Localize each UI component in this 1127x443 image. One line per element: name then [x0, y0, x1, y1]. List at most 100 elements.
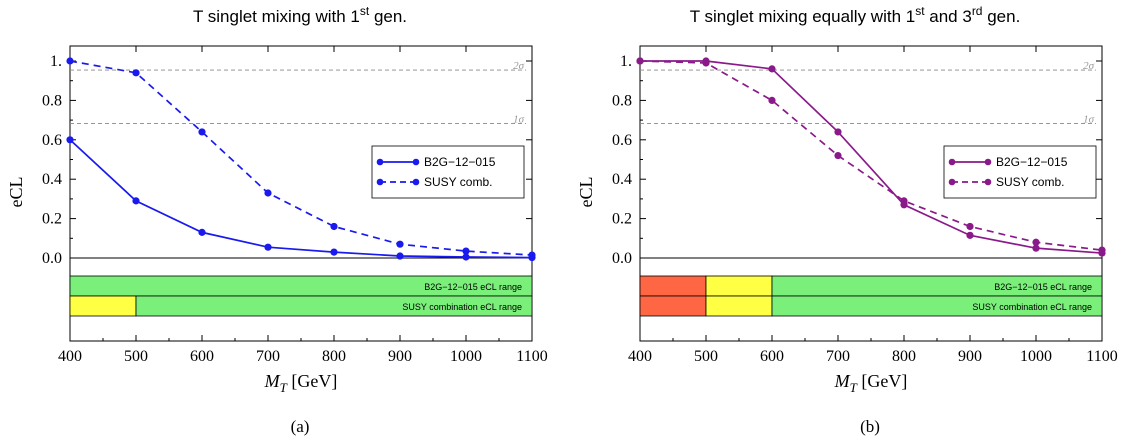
- y-tick-label: 0.0: [612, 250, 632, 267]
- data-point: [66, 57, 74, 65]
- sigma-label: 1σ: [1083, 113, 1095, 125]
- data-point: [768, 65, 776, 73]
- x-tick-label: 600: [760, 348, 784, 365]
- data-point: [966, 231, 974, 239]
- data-point: [528, 251, 536, 259]
- series-line-susy: [69, 60, 533, 256]
- sigma-label: 2σ: [1083, 60, 1095, 72]
- x-tick-label: 500: [124, 348, 148, 365]
- data-point: [330, 248, 338, 256]
- legend-swatch-marker: [948, 158, 956, 166]
- y-axis-label: eCL: [576, 177, 596, 208]
- legend-label: SUSY comb.: [424, 175, 492, 189]
- x-axis-label-var: M: [834, 371, 851, 391]
- data-point: [462, 253, 470, 261]
- x-tick-label: 1100: [516, 348, 547, 365]
- data-point: [462, 247, 470, 255]
- band-segment: [705, 295, 773, 317]
- series-line-b2g: [640, 60, 1103, 254]
- legend-swatch-marker: [412, 178, 420, 186]
- y-tick-label: 0.2: [612, 211, 632, 228]
- x-tick-label: 500: [694, 348, 718, 365]
- y-tick-label: 0.4: [42, 171, 62, 188]
- data-point: [702, 59, 710, 67]
- chart-title-sup: st: [915, 4, 925, 18]
- data-point: [834, 128, 842, 136]
- data-point: [396, 240, 404, 248]
- chart-title-text: T singlet mixing with 1: [193, 7, 360, 26]
- data-point: [264, 189, 272, 197]
- x-tick-label: 700: [256, 348, 280, 365]
- band-segment: [135, 295, 533, 317]
- x-axis-label: MT [GeV]: [834, 371, 908, 395]
- band-label: SUSY combination eCL range: [402, 302, 522, 312]
- data-point: [900, 197, 908, 205]
- x-tick-label: 900: [958, 348, 982, 365]
- x-axis-label-sub: T: [280, 380, 288, 395]
- band-label: B2G−12−015 eCL range: [994, 282, 1092, 292]
- x-tick-label: 1100: [1086, 348, 1117, 365]
- chart-title-end: gen.: [369, 7, 407, 26]
- legend-swatch-marker: [984, 158, 992, 166]
- y-tick-label: 1.: [50, 53, 62, 70]
- data-point: [396, 252, 404, 260]
- panel-caption: (b): [860, 417, 880, 436]
- x-tick-label: 600: [190, 348, 214, 365]
- band-segment: [639, 275, 707, 297]
- data-point: [264, 243, 272, 251]
- x-tick-label: 400: [58, 348, 82, 365]
- y-tick-label: 0.4: [612, 171, 632, 188]
- data-point: [66, 136, 74, 144]
- y-tick-label: 0.2: [42, 211, 62, 228]
- data-point: [1032, 238, 1040, 246]
- x-axis-label-var: M: [264, 371, 281, 391]
- x-tick-label: 1000: [1020, 348, 1052, 365]
- legend-label: SUSY comb.: [996, 175, 1064, 189]
- x-axis-label-unit: [GeV]: [287, 371, 337, 391]
- x-axis-label-sub: T: [850, 380, 858, 395]
- y-tick-label: 0.0: [42, 250, 62, 267]
- chart-panel-b: T singlet mixing equally with 1st and 3r…: [576, 4, 1118, 436]
- chart-title-mid: and 3: [925, 7, 972, 26]
- chart-title: T singlet mixing equally with 1st and 3r…: [690, 4, 1021, 26]
- band-segment: [69, 295, 137, 317]
- panel-caption: (a): [291, 417, 310, 436]
- band-segment: [771, 295, 1103, 317]
- legend-swatch-marker: [376, 178, 384, 186]
- x-axis-label: MT [GeV]: [264, 371, 338, 395]
- x-axis-label-unit: [GeV]: [857, 371, 907, 391]
- data-point: [198, 128, 206, 136]
- chart-panel-a: T singlet mixing with 1st gen. 0.0 0.2 0.4 0…: [6, 4, 548, 436]
- chart-title-end: gen.: [982, 7, 1020, 26]
- series-line-b2g: [69, 139, 533, 259]
- legend-label: B2G−12−015: [996, 155, 1068, 169]
- x-tick-label: 1000: [450, 348, 482, 365]
- y-tick-label: 1.: [620, 53, 632, 70]
- legend-swatch-marker: [412, 158, 420, 166]
- band-segment: [639, 295, 707, 317]
- legend-swatch-marker: [948, 178, 956, 186]
- sigma-label: 2σ: [513, 60, 525, 72]
- x-tick-label: 900: [388, 348, 412, 365]
- y-tick-label: 0.8: [42, 92, 62, 109]
- data-point: [636, 57, 644, 65]
- chart-title-sup2: rd: [972, 4, 983, 18]
- data-point: [132, 197, 140, 205]
- y-tick-label: 0.6: [612, 132, 632, 149]
- data-point: [330, 222, 338, 231]
- data-point: [1032, 244, 1040, 252]
- x-tick-label: 700: [826, 348, 850, 365]
- chart-title-text: T singlet mixing equally with 1: [690, 7, 916, 26]
- y-tick-label: 0.8: [612, 92, 632, 109]
- x-tick-label: 800: [322, 348, 346, 365]
- series-line-susy: [639, 60, 1103, 251]
- sigma-label: 1σ: [513, 113, 525, 125]
- chart-title: T singlet mixing with 1st gen.: [193, 4, 407, 26]
- y-axis-label: eCL: [6, 177, 26, 208]
- x-tick-label: 400: [628, 348, 652, 365]
- band-segment: [705, 275, 773, 297]
- x-tick-label: 800: [892, 348, 916, 365]
- legend-swatch-marker: [376, 158, 384, 166]
- legend-swatch-marker: [984, 178, 992, 186]
